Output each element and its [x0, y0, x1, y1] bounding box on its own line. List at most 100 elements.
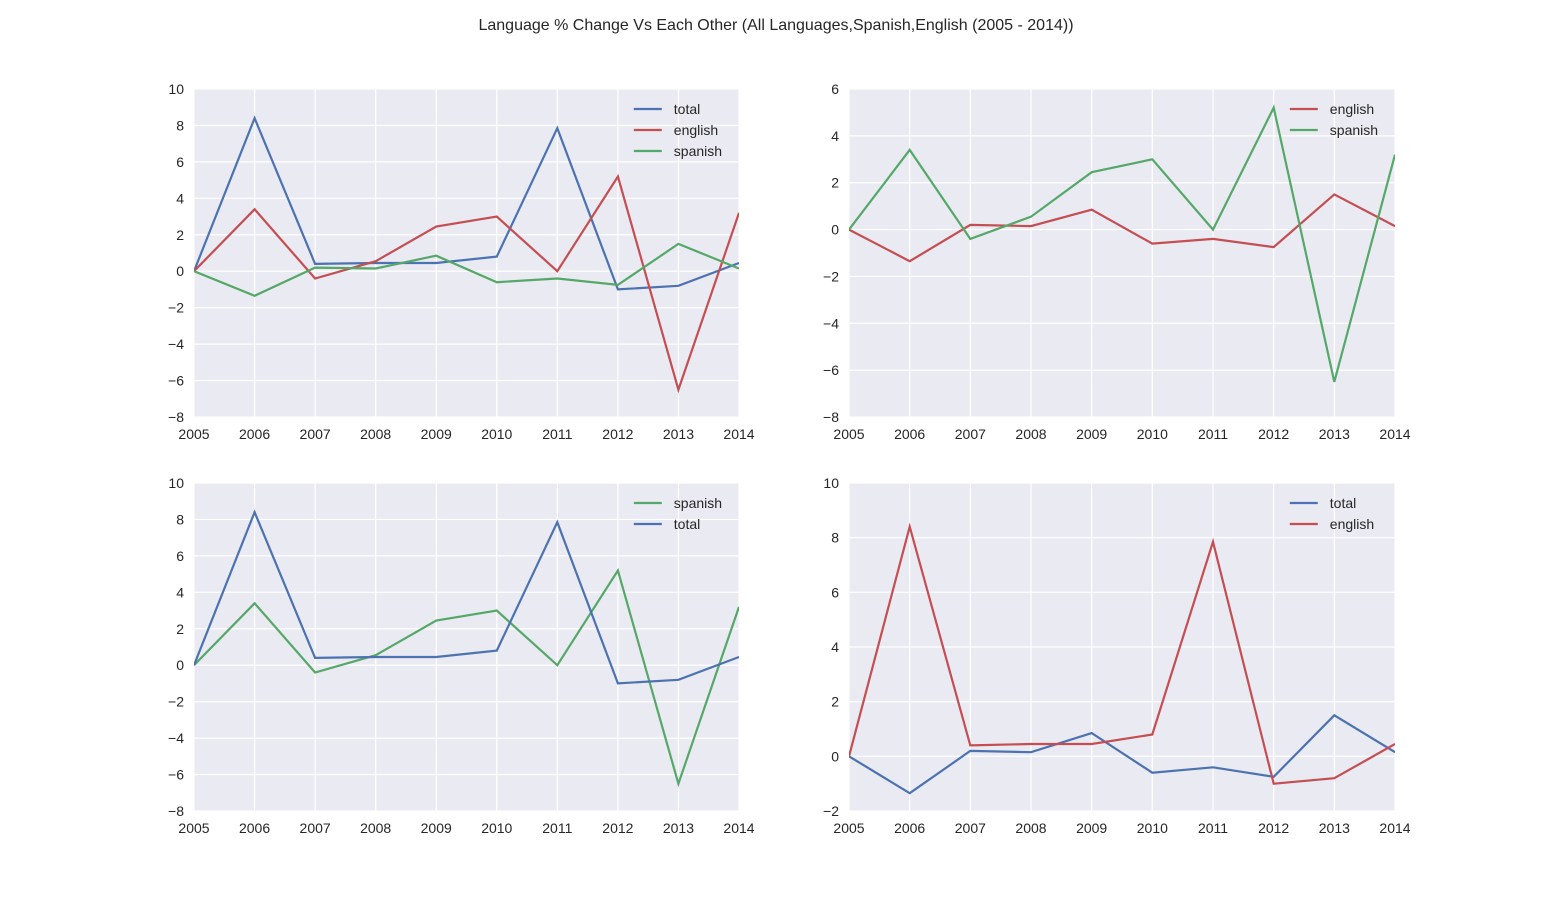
x-tick-label: 2010	[1137, 820, 1168, 836]
x-tick-label: 2008	[360, 426, 391, 442]
x-tick-label: 2009	[1076, 426, 1107, 442]
chart-panel-1: −8 −6 −4 −2 0 2 4 6 8 10 2005 2006 2007 2008 2009 2010 2…	[168, 81, 755, 442]
y-tick-label: 0	[831, 222, 839, 238]
y-tick-label: 4	[831, 639, 839, 655]
legend-label-english: english	[674, 122, 718, 138]
y-tick-label: −4	[823, 315, 839, 331]
x-tick-label: 2009	[1076, 820, 1107, 836]
y-tick-label: 4	[831, 128, 839, 144]
series-line-spanish	[194, 242, 739, 297]
series-line-spanish	[849, 104, 1395, 383]
series-line-total	[849, 713, 1395, 795]
y-tick-label: 8	[176, 117, 184, 133]
x-tick-label: 2012	[602, 820, 633, 836]
x-tick-label: 2008	[1015, 426, 1046, 442]
legend-label-spanish: spanish	[674, 495, 722, 511]
legend: spanish total	[633, 495, 722, 532]
series-line-spanish	[194, 567, 739, 788]
x-tick-label: 2011	[542, 820, 572, 836]
x-tick-label: 2005	[178, 820, 209, 836]
x-tick-label: 2012	[1258, 426, 1289, 442]
series-line-total	[194, 509, 739, 685]
x-tick-label: 2009	[421, 426, 452, 442]
y-tick-label: 10	[168, 81, 184, 97]
x-tick-label: 2010	[481, 820, 512, 836]
y-tick-label: 6	[176, 154, 184, 170]
y-tick-label: −4	[168, 730, 184, 746]
y-tick-label: −6	[168, 373, 184, 389]
x-tick-label: 2008	[360, 820, 391, 836]
x-tick-label: 2009	[421, 820, 452, 836]
x-tick-label: 2007	[955, 426, 986, 442]
y-tick-label: 2	[831, 694, 839, 710]
x-tick-label: 2013	[1319, 426, 1350, 442]
y-tick-label: 8	[176, 511, 184, 527]
x-tick-label: 2006	[894, 820, 925, 836]
series-line-total	[194, 115, 739, 291]
x-tick-label: 2006	[894, 426, 925, 442]
y-tick-label: −8	[168, 409, 184, 425]
plot-area	[194, 89, 739, 417]
plot-area	[849, 89, 1395, 417]
legend: english spanish	[1289, 101, 1378, 138]
y-tick-label: −8	[823, 409, 839, 425]
x-tick-label: 2014	[723, 426, 754, 442]
y-tick-label: 0	[176, 263, 184, 279]
y-tick-label: 8	[831, 530, 839, 546]
plot-area	[194, 483, 739, 811]
y-tick-label: 6	[176, 548, 184, 564]
legend-label-total: total	[1330, 495, 1356, 511]
y-tick-label: 4	[176, 190, 184, 206]
x-tick-label: 2014	[1379, 426, 1410, 442]
x-tick-label: 2007	[300, 820, 331, 836]
y-tick-label: −8	[168, 803, 184, 819]
y-tick-label: −2	[168, 694, 184, 710]
legend-label-total: total	[674, 516, 700, 532]
x-tick-label: 2005	[833, 426, 864, 442]
x-tick-label: 2007	[955, 820, 986, 836]
legend-label-total: total	[674, 101, 700, 117]
legend: total english	[1289, 495, 1374, 532]
x-tick-label: 2010	[481, 426, 512, 442]
legend-label-english: english	[1330, 101, 1374, 117]
x-tick-label: 2011	[542, 426, 572, 442]
chart-panel-2: −8 −6 −4 −2 0 2 4 6 2005 2006 2007 2008 2009 2010 2011…	[823, 81, 1411, 442]
y-tick-label: −4	[168, 336, 184, 352]
legend-label-spanish: spanish	[674, 143, 722, 159]
chart-panel-3: −8 −6 −4 −2 0 2 4 6 8 10 2005 2006 2007 2008 2009 2010 2…	[168, 475, 755, 836]
x-tick-label: 2005	[178, 426, 209, 442]
y-tick-label: 6	[831, 81, 839, 97]
series-line-english	[849, 522, 1395, 785]
x-tick-label: 2014	[723, 820, 754, 836]
series-line-english	[849, 193, 1395, 263]
legend: total english spanish	[633, 101, 722, 159]
y-tick-label: −2	[823, 803, 839, 819]
y-tick-label: 6	[831, 584, 839, 600]
x-tick-label: 2014	[1379, 820, 1410, 836]
x-tick-label: 2013	[663, 820, 694, 836]
x-tick-label: 2006	[239, 426, 270, 442]
y-tick-label: 2	[176, 621, 184, 637]
x-tick-label: 2012	[602, 426, 633, 442]
y-tick-label: 0	[831, 748, 839, 764]
x-tick-label: 2008	[1015, 820, 1046, 836]
legend-label-spanish: spanish	[1330, 122, 1378, 138]
y-tick-label: 10	[168, 475, 184, 491]
x-tick-label: 2013	[663, 426, 694, 442]
x-tick-label: 2005	[833, 820, 864, 836]
x-tick-label: 2011	[1198, 820, 1228, 836]
y-tick-label: −2	[168, 300, 184, 316]
y-tick-label: 2	[831, 175, 839, 191]
y-tick-label: −6	[168, 767, 184, 783]
y-tick-label: −2	[823, 268, 839, 284]
y-tick-label: 0	[176, 657, 184, 673]
x-tick-label: 2011	[1198, 426, 1228, 442]
x-tick-label: 2013	[1319, 820, 1350, 836]
figure-title: Language % Change Vs Each Other (All Lan…	[478, 17, 1073, 34]
y-tick-label: −6	[823, 362, 839, 378]
y-tick-label: 10	[823, 475, 839, 491]
x-tick-label: 2006	[239, 820, 270, 836]
x-tick-label: 2007	[300, 426, 331, 442]
x-tick-label: 2012	[1258, 820, 1289, 836]
